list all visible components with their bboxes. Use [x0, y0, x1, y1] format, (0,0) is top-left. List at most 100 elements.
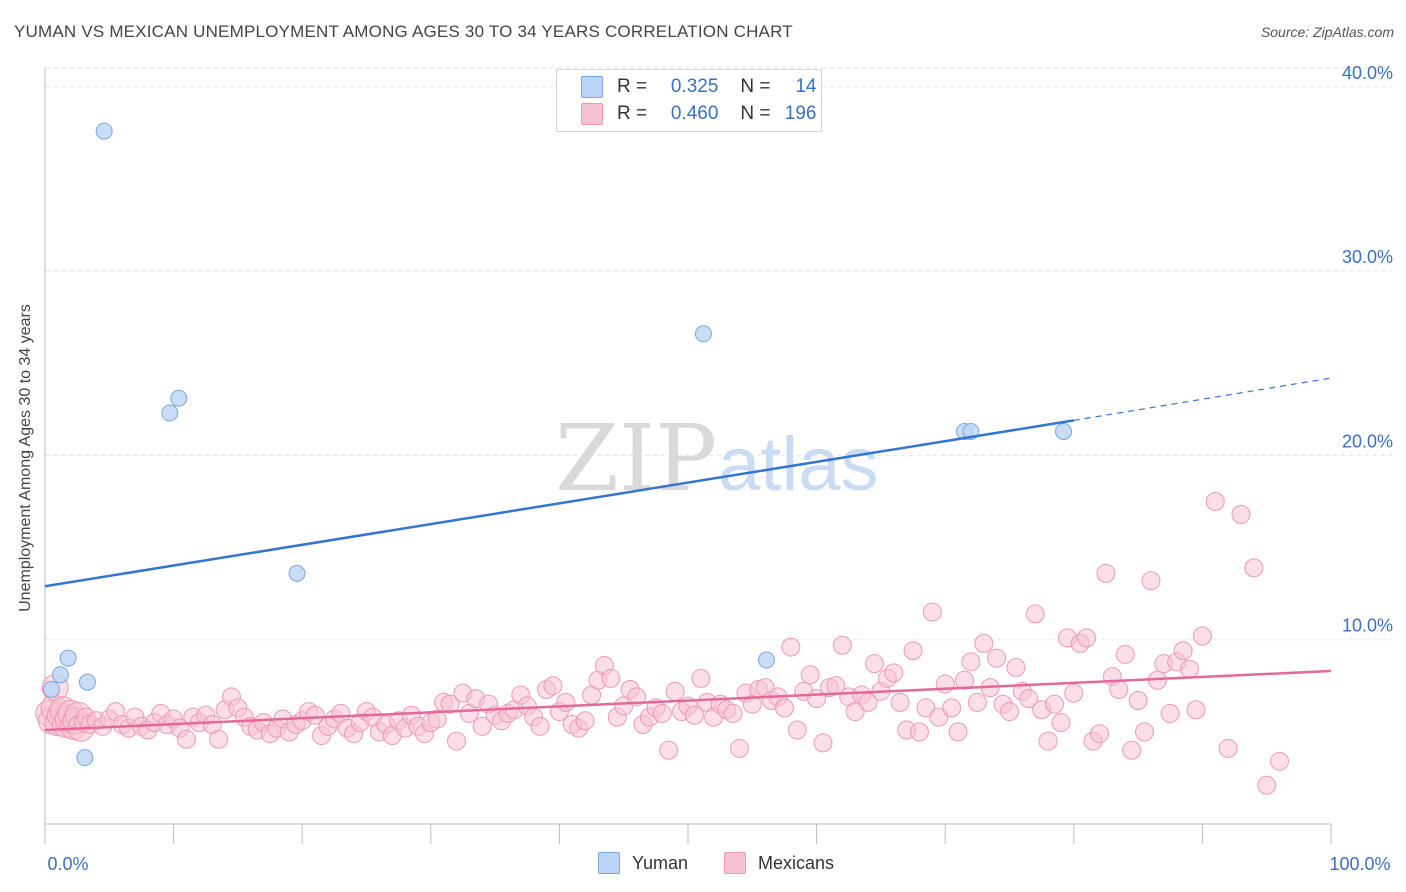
- yuman-swatch: [581, 76, 603, 98]
- yuman-point: [76, 749, 94, 767]
- n-value: 14: [795, 76, 817, 97]
- mexicans-point: [1045, 694, 1065, 714]
- mexicans-point: [1115, 644, 1135, 664]
- mexicans-point: [543, 676, 563, 696]
- y-tick-label: 30.0%: [1342, 247, 1393, 267]
- yuman-swatch: [598, 852, 620, 874]
- mexicans-point: [1231, 504, 1251, 524]
- mexicans-point: [176, 729, 196, 749]
- mexicans-point: [954, 670, 974, 690]
- mexicans-point: [1000, 702, 1019, 722]
- yuman-point: [95, 122, 113, 140]
- series-legend: Yuman Mexicans: [0, 852, 1406, 878]
- yuman-point: [161, 404, 179, 422]
- mexicans-point: [1025, 604, 1045, 624]
- mexicans-point: [1006, 657, 1026, 677]
- mexicans-point: [447, 731, 467, 751]
- mexicans-point: [864, 654, 884, 674]
- mexicans-point: [1192, 626, 1212, 646]
- n-value: 196: [784, 103, 817, 124]
- mexicans-point: [575, 711, 595, 731]
- mexicans-point: [530, 716, 550, 736]
- mexicans-point: [884, 663, 904, 683]
- mexicans-point: [1077, 628, 1097, 648]
- mexicans-point: [961, 652, 981, 672]
- mexicans-point: [774, 698, 794, 718]
- mexicans-point: [723, 703, 743, 723]
- mexicans-point: [1122, 740, 1142, 760]
- mexicans-point: [1064, 683, 1084, 703]
- mexicans-point: [1186, 700, 1206, 720]
- yuman-point: [288, 564, 306, 582]
- mexicans-point: [1218, 738, 1238, 758]
- mexicans-point: [440, 694, 460, 714]
- mexicans-point: [1019, 689, 1039, 709]
- mexicans-point: [1109, 679, 1129, 699]
- mexicans-point: [556, 692, 576, 712]
- legend-row-yuman: R = 0.325 N = 14: [581, 75, 817, 99]
- mexicans-point: [800, 665, 820, 685]
- yuman-point: [78, 673, 96, 691]
- yuman-point: [170, 389, 188, 407]
- watermark-zip: ZIP: [555, 405, 717, 512]
- mexicans-point: [916, 698, 936, 718]
- mexicans-point: [209, 729, 229, 749]
- mexicans-point: [1257, 775, 1277, 795]
- mexicans-point: [427, 709, 447, 729]
- mexicans-point: [729, 738, 749, 758]
- mexicans-point: [1090, 724, 1110, 744]
- mexicans-point: [1244, 558, 1264, 578]
- mexicans-point: [787, 720, 807, 740]
- r-value: 0.325: [670, 76, 719, 97]
- mexicans-point: [909, 722, 929, 742]
- y-tick-label: 10.0%: [1342, 616, 1393, 636]
- mexicans-swatch: [724, 852, 746, 874]
- yuman-point: [1055, 422, 1073, 440]
- mexicans-point: [922, 602, 942, 622]
- mexicans-trend-line: [44, 669, 1332, 732]
- correlation-legend: R = 0.325 N = 14 R = 0.460 N = 196: [556, 69, 822, 132]
- mexicans-point: [845, 702, 865, 722]
- mexicans-point: [967, 692, 987, 712]
- chart-title: YUMAN VS MEXICAN UNEMPLOYMENT AMONG AGES…: [14, 22, 793, 41]
- mexicans-point: [1128, 691, 1148, 711]
- mexicans-point: [781, 637, 801, 657]
- mexicans-point: [942, 698, 962, 718]
- mexicans-point: [813, 733, 833, 753]
- mexicans-point: [659, 740, 679, 760]
- mexicans-point: [948, 722, 968, 742]
- yuman-point: [59, 649, 77, 667]
- mexicans-point: [832, 635, 852, 655]
- n-label: N =: [740, 76, 771, 97]
- mexicans-point: [1038, 731, 1058, 751]
- y-tick-label: 20.0%: [1342, 431, 1393, 451]
- legend-label-yuman: Yuman: [632, 852, 689, 873]
- mexicans-point: [691, 668, 711, 688]
- mexicans-point: [305, 705, 325, 725]
- mexicans-point: [1173, 641, 1193, 661]
- yuman-point: [42, 680, 60, 698]
- mexicans-point: [1135, 722, 1155, 742]
- mexicans-point: [614, 696, 634, 716]
- yuman-trend-line: [44, 419, 1074, 588]
- mexicans-point: [1051, 713, 1071, 733]
- yuman-points: [42, 122, 1073, 767]
- yuman-point: [694, 325, 712, 343]
- grid-lines: [45, 67, 1393, 641]
- mexicans-point: [1141, 571, 1161, 591]
- mexicans-point: [903, 641, 923, 661]
- mexicans-point: [601, 668, 621, 688]
- tick-labels: 10.0% 20.0% 30.0% 40.0% 0.0% 100.0%: [47, 63, 1393, 874]
- mexicans-point: [974, 633, 994, 653]
- mexicans-point: [890, 692, 910, 712]
- yuman-trend-extension: [1073, 377, 1332, 422]
- mexicans-point: [929, 707, 949, 727]
- mexicans-point: [665, 681, 685, 701]
- yuman-point: [51, 666, 69, 684]
- r-label: R =: [617, 76, 648, 97]
- r-label: R =: [617, 103, 648, 124]
- n-label: N =: [740, 103, 771, 124]
- trend-lines: [44, 377, 1332, 732]
- yuman-point: [757, 651, 775, 669]
